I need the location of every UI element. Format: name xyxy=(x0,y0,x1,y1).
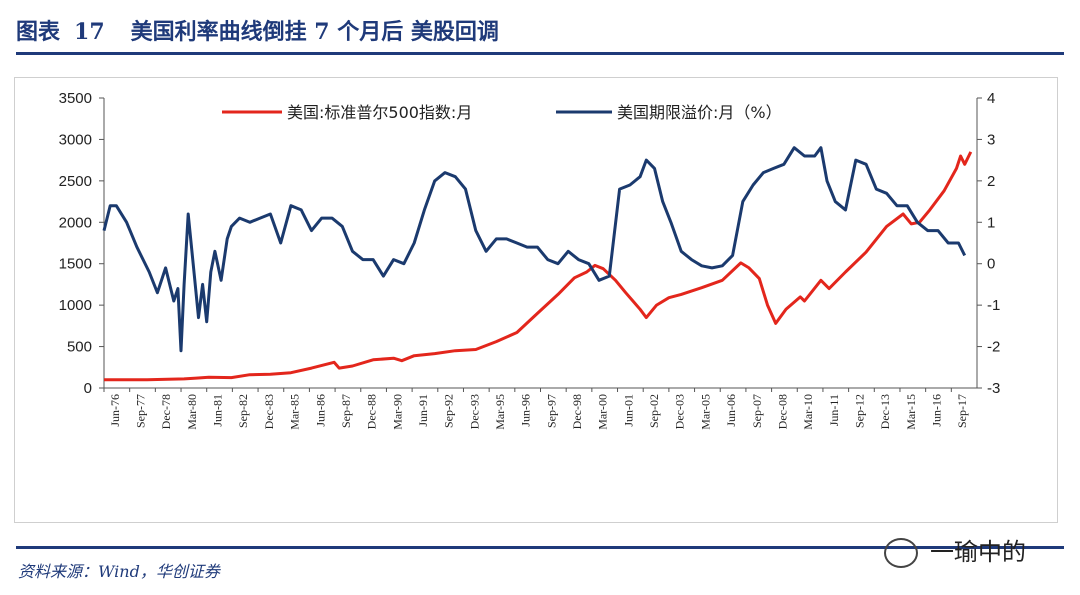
legend-label-term-premium: 美国期限溢价:月（%） xyxy=(617,103,782,122)
term-premium-line xyxy=(102,146,967,353)
y-right-tick-label: -1 xyxy=(987,297,1000,314)
x-tick-label: Sep-07 xyxy=(750,394,764,428)
x-tick-label: Mar-95 xyxy=(493,394,507,430)
footer-rule xyxy=(16,546,1064,549)
x-tick-label: Mar-10 xyxy=(801,394,815,430)
x-tick-label: Dec-03 xyxy=(673,394,687,429)
x-tick-label: Jun-76 xyxy=(108,394,122,427)
x-tick-label: Sep-92 xyxy=(442,394,456,428)
x-tick-label: Jun-81 xyxy=(211,394,225,427)
x-tick-label: Sep-17 xyxy=(955,394,969,428)
y-left-tick-label: 0 xyxy=(84,380,92,397)
source-note: 资料来源：Wind，华创证券 xyxy=(18,562,220,581)
y-right-tick-label: -2 xyxy=(987,339,1000,356)
x-tick-label: Sep-97 xyxy=(544,394,558,428)
figure-number: 17 xyxy=(74,19,105,45)
y-left-tick-label: 500 xyxy=(67,339,92,356)
y-right-tick-label: 4 xyxy=(987,90,995,107)
header-rule xyxy=(16,52,1064,55)
x-tick-label: Jun-86 xyxy=(313,394,327,427)
x-tick-label: Mar-05 xyxy=(698,394,712,430)
x-tick-label: Mar-00 xyxy=(596,394,610,430)
x-tick-label: Dec-93 xyxy=(467,394,481,429)
x-tick-label: Jun-01 xyxy=(621,394,635,427)
wechat-icon xyxy=(884,538,918,568)
x-tick-label: Sep-82 xyxy=(236,394,250,428)
chart-frame xyxy=(14,77,1058,523)
x-tick-label: Mar-15 xyxy=(904,394,918,430)
watermark-text: 一瑜中的 xyxy=(930,538,1026,566)
y-left-tick-label: 2500 xyxy=(59,173,92,190)
x-tick-label: Sep-12 xyxy=(852,394,866,428)
x-tick-label: Dec-88 xyxy=(365,394,379,429)
x-tick-label: Jun-91 xyxy=(416,394,430,427)
x-tick-label: Mar-85 xyxy=(288,394,302,430)
y-left-tick-label: 3500 xyxy=(59,90,92,107)
figure-title: 图表 17 美国利率曲线倒挂 7 个月后 美股回调 xyxy=(16,14,499,46)
x-tick-label: Mar-80 xyxy=(185,394,199,430)
x-tick-label: Dec-08 xyxy=(775,394,789,429)
watermark: 一瑜中的 xyxy=(884,532,1026,568)
x-tick-label: Sep-87 xyxy=(339,394,353,428)
sp500-line xyxy=(104,151,973,382)
x-tick-label: Dec-98 xyxy=(570,394,584,429)
legend-label-sp500: 美国:标准普尔500指数:月 xyxy=(287,103,472,122)
y-left-tick-label: 3000 xyxy=(59,131,92,148)
figure-label: 图表 xyxy=(16,19,61,45)
x-tick-label: Sep-77 xyxy=(134,394,148,428)
x-tick-label: Mar-90 xyxy=(390,394,404,430)
y-right-tick-label: 0 xyxy=(987,256,995,273)
figure-title-text: 美国利率曲线倒挂 7 个月后 美股回调 xyxy=(130,19,499,45)
y-left-tick-label: 1000 xyxy=(59,297,92,314)
x-tick-label: Jun-11 xyxy=(827,394,841,426)
x-tick-label: Sep-02 xyxy=(647,394,661,428)
x-tick-label: Jun-06 xyxy=(724,394,738,427)
y-right-tick-label: 1 xyxy=(987,214,995,231)
y-right-tick-label: -3 xyxy=(987,380,1000,397)
x-tick-label: Dec-78 xyxy=(159,394,173,429)
y-right-tick-label: 3 xyxy=(987,131,995,148)
x-tick-label: Dec-83 xyxy=(262,394,276,429)
x-tick-label: Dec-13 xyxy=(878,394,892,429)
y-right-tick-label: 2 xyxy=(987,173,995,190)
y-left-tick-label: 2000 xyxy=(59,214,92,231)
x-tick-label: Jun-96 xyxy=(519,394,533,427)
x-tick-label: Jun-16 xyxy=(929,394,943,427)
y-left-tick-label: 1500 xyxy=(59,256,92,273)
